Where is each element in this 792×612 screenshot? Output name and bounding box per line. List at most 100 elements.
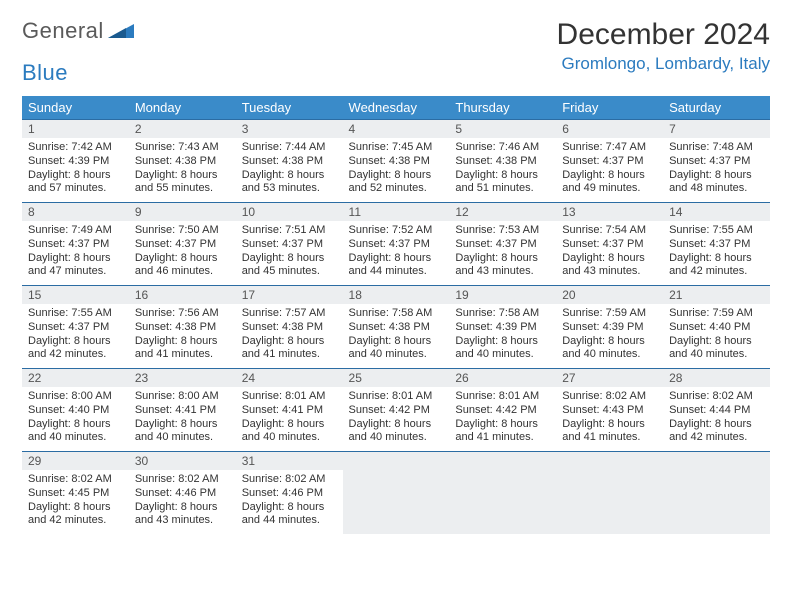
sunrise-text: Sunrise: 7:53 AM — [455, 224, 550, 238]
logo: General — [22, 18, 136, 44]
sunset-text: Sunset: 4:39 PM — [28, 155, 123, 169]
day-number-cell: 20 — [556, 286, 663, 305]
sunset-text: Sunset: 4:38 PM — [349, 321, 444, 335]
sunrise-text: Sunrise: 8:02 AM — [28, 473, 123, 487]
daylight-text: Daylight: 8 hours — [135, 501, 230, 515]
sunset-text: Sunset: 4:43 PM — [562, 404, 657, 418]
day-content-cell: Sunrise: 7:58 AMSunset: 4:38 PMDaylight:… — [343, 304, 450, 369]
day-content-cell: Sunrise: 7:50 AMSunset: 4:37 PMDaylight:… — [129, 221, 236, 286]
daylight-text: and 53 minutes. — [242, 182, 337, 196]
day-number-cell: 18 — [343, 286, 450, 305]
day-content-cell — [449, 470, 556, 534]
daylight-text: and 51 minutes. — [455, 182, 550, 196]
day-header: Wednesday — [343, 96, 450, 120]
sunrise-text: Sunrise: 8:01 AM — [455, 390, 550, 404]
day-number-cell: 30 — [129, 452, 236, 471]
sunrise-text: Sunrise: 7:52 AM — [349, 224, 444, 238]
day-number-cell: 4 — [343, 120, 450, 139]
daynum-row: 1234567 — [22, 120, 770, 139]
day-content-cell: Sunrise: 7:53 AMSunset: 4:37 PMDaylight:… — [449, 221, 556, 286]
day-number-cell: 28 — [663, 369, 770, 388]
day-content-cell: Sunrise: 7:55 AMSunset: 4:37 PMDaylight:… — [663, 221, 770, 286]
day-content-cell: Sunrise: 8:02 AMSunset: 4:45 PMDaylight:… — [22, 470, 129, 534]
sunset-text: Sunset: 4:38 PM — [135, 155, 230, 169]
sunrise-text: Sunrise: 7:58 AM — [349, 307, 444, 321]
day-number-cell: 27 — [556, 369, 663, 388]
daylight-text: Daylight: 8 hours — [562, 169, 657, 183]
daylight-text: and 57 minutes. — [28, 182, 123, 196]
day-header: Monday — [129, 96, 236, 120]
day-content-cell: Sunrise: 7:59 AMSunset: 4:39 PMDaylight:… — [556, 304, 663, 369]
content-row: Sunrise: 8:00 AMSunset: 4:40 PMDaylight:… — [22, 387, 770, 452]
day-content-cell: Sunrise: 7:45 AMSunset: 4:38 PMDaylight:… — [343, 138, 450, 203]
content-row: Sunrise: 7:42 AMSunset: 4:39 PMDaylight:… — [22, 138, 770, 203]
day-content-cell — [343, 470, 450, 534]
sunrise-text: Sunrise: 7:59 AM — [669, 307, 764, 321]
daylight-text: Daylight: 8 hours — [28, 169, 123, 183]
daylight-text: and 52 minutes. — [349, 182, 444, 196]
logo-text-general: General — [22, 18, 104, 44]
day-content-cell: Sunrise: 7:46 AMSunset: 4:38 PMDaylight:… — [449, 138, 556, 203]
daylight-text: Daylight: 8 hours — [455, 252, 550, 266]
day-content-cell: Sunrise: 8:01 AMSunset: 4:42 PMDaylight:… — [449, 387, 556, 452]
month-title: December 2024 — [557, 18, 770, 52]
sunrise-text: Sunrise: 7:42 AM — [28, 141, 123, 155]
sunset-text: Sunset: 4:37 PM — [349, 238, 444, 252]
sunset-text: Sunset: 4:37 PM — [669, 238, 764, 252]
daylight-text: Daylight: 8 hours — [669, 418, 764, 432]
daylight-text: and 40 minutes. — [349, 348, 444, 362]
daylight-text: Daylight: 8 hours — [455, 169, 550, 183]
day-number-cell: 16 — [129, 286, 236, 305]
daylight-text: and 44 minutes. — [242, 514, 337, 528]
sunrise-text: Sunrise: 7:57 AM — [242, 307, 337, 321]
day-content-cell: Sunrise: 7:51 AMSunset: 4:37 PMDaylight:… — [236, 221, 343, 286]
day-header: Tuesday — [236, 96, 343, 120]
daylight-text: Daylight: 8 hours — [562, 252, 657, 266]
day-content-cell: Sunrise: 8:01 AMSunset: 4:42 PMDaylight:… — [343, 387, 450, 452]
location: Gromlongo, Lombardy, Italy — [557, 54, 770, 74]
sunrise-text: Sunrise: 8:02 AM — [135, 473, 230, 487]
daylight-text: Daylight: 8 hours — [242, 252, 337, 266]
daylight-text: and 45 minutes. — [242, 265, 337, 279]
sunset-text: Sunset: 4:38 PM — [242, 321, 337, 335]
content-row: Sunrise: 8:02 AMSunset: 4:45 PMDaylight:… — [22, 470, 770, 534]
sunset-text: Sunset: 4:46 PM — [242, 487, 337, 501]
daylight-text: and 47 minutes. — [28, 265, 123, 279]
sunset-text: Sunset: 4:39 PM — [562, 321, 657, 335]
daylight-text: and 40 minutes. — [242, 431, 337, 445]
day-number-cell — [556, 452, 663, 471]
sunrise-text: Sunrise: 7:51 AM — [242, 224, 337, 238]
daylight-text: and 41 minutes. — [455, 431, 550, 445]
sunset-text: Sunset: 4:41 PM — [242, 404, 337, 418]
daylight-text: and 42 minutes. — [669, 265, 764, 279]
content-row: Sunrise: 7:55 AMSunset: 4:37 PMDaylight:… — [22, 304, 770, 369]
daylight-text: Daylight: 8 hours — [135, 418, 230, 432]
daynum-row: 22232425262728 — [22, 369, 770, 388]
daylight-text: Daylight: 8 hours — [28, 501, 123, 515]
day-number-cell: 2 — [129, 120, 236, 139]
daylight-text: Daylight: 8 hours — [28, 252, 123, 266]
daylight-text: Daylight: 8 hours — [349, 335, 444, 349]
day-number-cell: 13 — [556, 203, 663, 222]
daylight-text: Daylight: 8 hours — [669, 169, 764, 183]
sunset-text: Sunset: 4:44 PM — [669, 404, 764, 418]
day-content-cell: Sunrise: 7:49 AMSunset: 4:37 PMDaylight:… — [22, 221, 129, 286]
sunrise-text: Sunrise: 7:50 AM — [135, 224, 230, 238]
sunrise-text: Sunrise: 8:01 AM — [242, 390, 337, 404]
daylight-text: Daylight: 8 hours — [349, 252, 444, 266]
daylight-text: and 41 minutes. — [135, 348, 230, 362]
sunset-text: Sunset: 4:38 PM — [455, 155, 550, 169]
sunset-text: Sunset: 4:38 PM — [349, 155, 444, 169]
logo-text-blue: Blue — [22, 60, 68, 86]
day-number-cell — [343, 452, 450, 471]
day-header: Friday — [556, 96, 663, 120]
sunset-text: Sunset: 4:37 PM — [562, 238, 657, 252]
day-number-cell: 3 — [236, 120, 343, 139]
sunrise-text: Sunrise: 7:58 AM — [455, 307, 550, 321]
sunset-text: Sunset: 4:39 PM — [455, 321, 550, 335]
day-content-cell: Sunrise: 7:57 AMSunset: 4:38 PMDaylight:… — [236, 304, 343, 369]
sunset-text: Sunset: 4:45 PM — [28, 487, 123, 501]
daylight-text: Daylight: 8 hours — [242, 335, 337, 349]
title-block: December 2024 Gromlongo, Lombardy, Italy — [557, 18, 770, 74]
day-number-cell: 14 — [663, 203, 770, 222]
